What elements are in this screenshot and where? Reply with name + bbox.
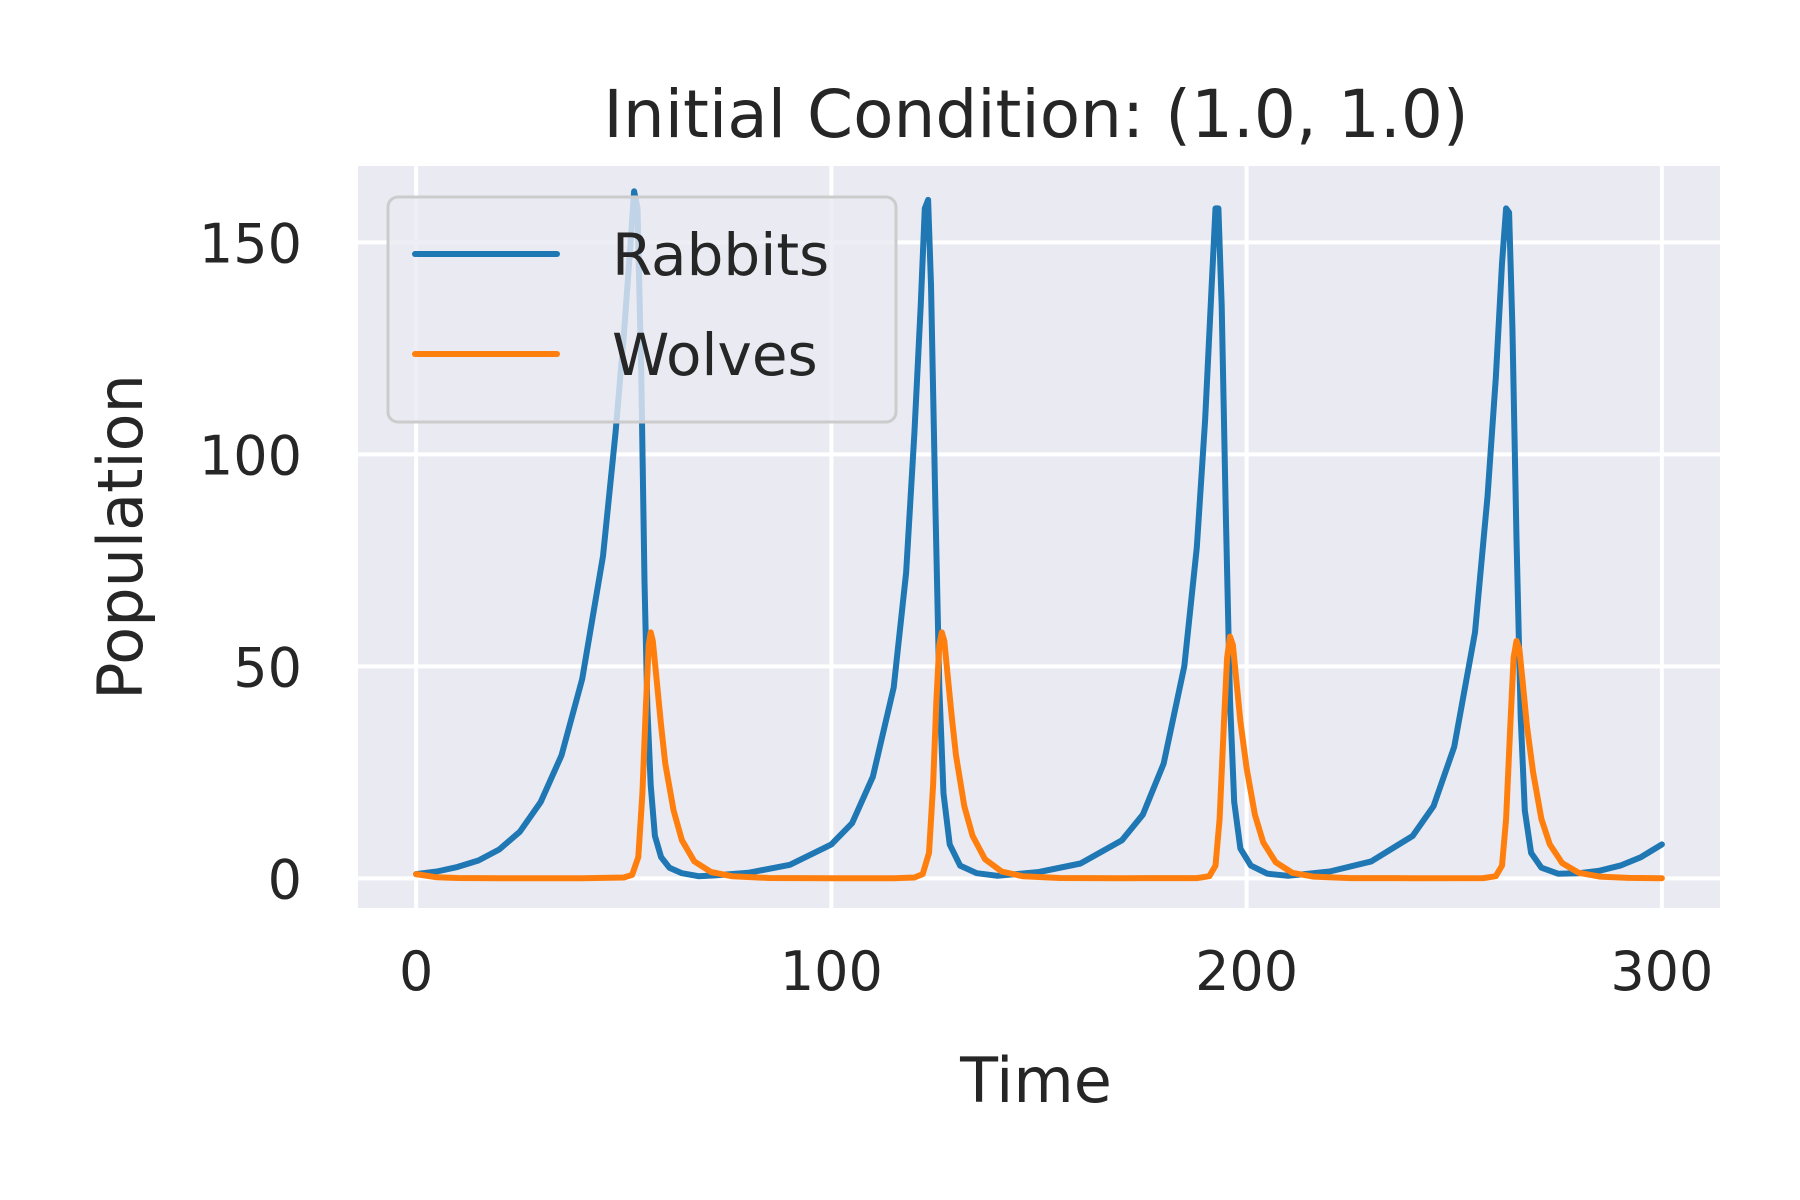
y-tick-label: 100 bbox=[199, 424, 302, 487]
y-tick-label: 50 bbox=[233, 636, 302, 699]
x-tick-labels: 0 100 200 300 bbox=[399, 940, 1713, 1003]
y-tick-label: 150 bbox=[199, 212, 302, 275]
x-tick-label: 0 bbox=[399, 940, 433, 1003]
x-tick-label: 100 bbox=[780, 940, 883, 1003]
x-axis-label: Time bbox=[959, 1044, 1112, 1117]
x-tick-label: 200 bbox=[1195, 940, 1298, 1003]
y-axis-label: Population bbox=[84, 374, 157, 700]
legend-label-wolves: Wolves bbox=[612, 321, 818, 389]
legend: Rabbits Wolves bbox=[386, 195, 898, 424]
y-tick-labels: 0 50 100 150 bbox=[199, 212, 302, 911]
chart-title: Initial Condition: (1.0, 1.0) bbox=[603, 76, 1468, 153]
series-line-wolves bbox=[413, 629, 1665, 882]
legend-label-rabbits: Rabbits bbox=[612, 221, 829, 289]
y-tick-label: 0 bbox=[268, 848, 302, 911]
x-tick-label: 300 bbox=[1610, 940, 1713, 1003]
